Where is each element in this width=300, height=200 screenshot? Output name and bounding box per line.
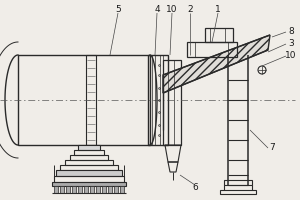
- Bar: [60, 165, 118, 170]
- Bar: [205, 28, 233, 42]
- Bar: [220, 190, 256, 194]
- Bar: [52, 182, 126, 186]
- Text: 10: 10: [166, 5, 178, 15]
- Bar: [90, 186, 94, 193]
- Text: 4: 4: [154, 5, 160, 15]
- Bar: [148, 55, 168, 145]
- Bar: [163, 60, 181, 145]
- Text: 3: 3: [288, 40, 294, 48]
- Text: 6: 6: [192, 184, 198, 192]
- Bar: [114, 186, 118, 193]
- Bar: [108, 186, 112, 193]
- Text: 7: 7: [269, 144, 275, 152]
- Bar: [70, 155, 108, 160]
- Bar: [78, 145, 100, 150]
- Bar: [84, 186, 88, 193]
- Bar: [187, 42, 237, 57]
- Bar: [65, 160, 113, 165]
- Bar: [54, 176, 124, 182]
- Text: 8: 8: [288, 27, 294, 36]
- Bar: [86, 55, 96, 145]
- Bar: [74, 150, 104, 155]
- Bar: [102, 186, 106, 193]
- Bar: [56, 170, 122, 176]
- Bar: [72, 186, 76, 193]
- Bar: [18, 55, 150, 145]
- Polygon shape: [163, 35, 270, 93]
- Bar: [66, 186, 70, 193]
- Text: 10: 10: [285, 51, 297, 60]
- Text: 5: 5: [115, 5, 121, 15]
- Text: 1: 1: [215, 5, 221, 15]
- Bar: [96, 186, 100, 193]
- Bar: [78, 186, 82, 193]
- Text: 2: 2: [187, 5, 193, 15]
- Bar: [224, 180, 252, 185]
- Bar: [60, 186, 64, 193]
- Bar: [120, 186, 124, 193]
- Bar: [54, 186, 58, 193]
